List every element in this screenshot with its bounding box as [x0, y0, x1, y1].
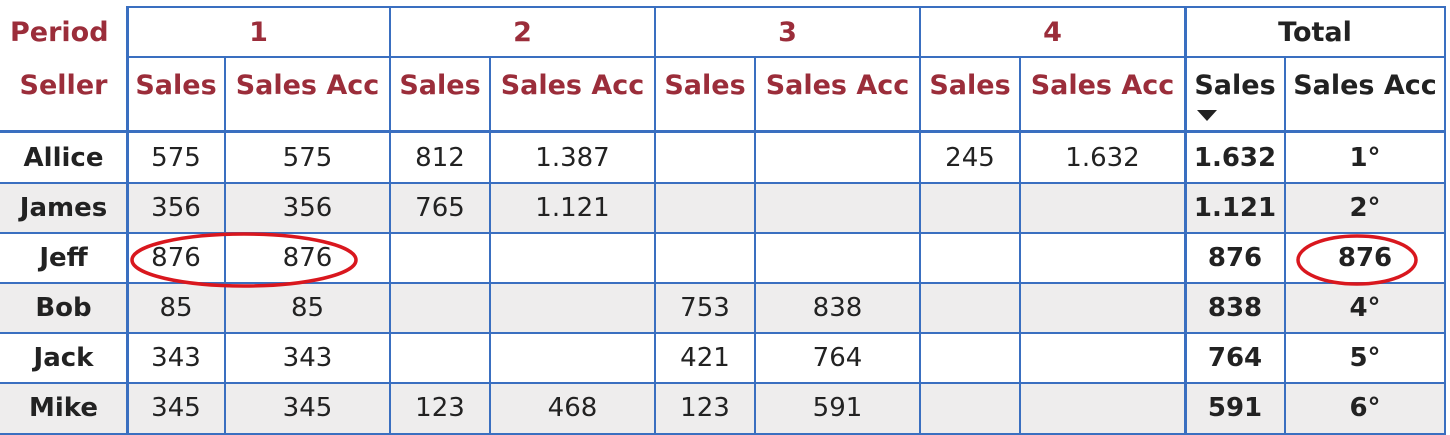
value-cell: 345 — [151, 393, 201, 423]
value-cell: 4° — [1349, 293, 1381, 323]
seller-label: Seller — [19, 69, 108, 101]
grid-line — [0, 232, 1445, 234]
period-header: 1 — [249, 17, 268, 48]
value-cell: 575 — [282, 143, 333, 173]
grid-line — [126, 6, 129, 435]
value-cell: 123 — [680, 393, 730, 423]
value-cell: 468 — [547, 393, 598, 423]
grid-line — [919, 6, 921, 435]
value-cell: 812 — [415, 143, 465, 173]
seller-name: Allice — [23, 143, 104, 173]
measure-header: Sales — [664, 69, 746, 101]
value-cell: 356 — [282, 193, 333, 223]
value-cell: 1.632 — [1193, 143, 1277, 173]
value-cell: 2° — [1349, 193, 1381, 223]
grid-line — [0, 332, 1445, 334]
grid-line — [0, 382, 1445, 384]
value-cell: 1° — [1349, 143, 1381, 173]
grid-line — [127, 56, 1445, 58]
highlight-ellipse — [130, 232, 358, 288]
value-cell: 876 — [282, 243, 333, 273]
grid-line — [127, 6, 1445, 8]
value-cell: 1.121 — [535, 193, 610, 223]
value-cell: 85 — [290, 293, 325, 323]
sort-arrow — [1197, 110, 1217, 121]
grid-line — [389, 6, 391, 435]
period-header: 3 — [778, 17, 797, 48]
row-background — [0, 183, 1445, 233]
grid-line — [1444, 6, 1446, 435]
value-cell: 85 — [159, 293, 193, 323]
measure-header: Sales — [399, 69, 481, 101]
measure-header: Sales — [135, 69, 217, 101]
value-cell: 876 — [151, 243, 201, 273]
seller-name: Jeff — [39, 243, 88, 273]
grid-line — [1284, 57, 1286, 435]
value-cell: 575 — [151, 143, 201, 173]
seller-name: Jack — [33, 343, 94, 373]
measure-header: Sales Acc — [500, 69, 645, 101]
period-label: Period — [10, 17, 109, 48]
grid-line — [489, 57, 491, 435]
value-cell: 876 — [1337, 243, 1393, 273]
measure-header: Sales — [1194, 69, 1276, 101]
value-cell: 876 — [1207, 243, 1263, 273]
value-cell: 356 — [151, 193, 201, 223]
value-cell: 753 — [680, 293, 730, 323]
value-cell: 764 — [1207, 343, 1263, 373]
measure-header: Sales — [929, 69, 1011, 101]
seller-name: Bob — [35, 293, 92, 323]
measure-header: Sales Acc — [235, 69, 380, 101]
period-header: Total — [1278, 17, 1352, 48]
row-background — [0, 383, 1445, 433]
value-cell: 765 — [415, 193, 465, 223]
value-cell: 1.387 — [535, 143, 610, 173]
value-cell: 245 — [945, 143, 995, 173]
grid-line — [224, 57, 226, 435]
value-cell: 1.632 — [1065, 143, 1140, 173]
value-cell: 345 — [282, 393, 333, 423]
value-cell: 343 — [151, 343, 201, 373]
value-cell: 838 — [812, 293, 863, 323]
value-cell: 421 — [680, 343, 730, 373]
measure-header: Sales Acc — [1293, 69, 1437, 101]
grid-line — [0, 182, 1445, 184]
period-header: 4 — [1043, 17, 1062, 48]
measure-header: Sales Acc — [1030, 69, 1175, 101]
value-cell: 838 — [1207, 293, 1263, 323]
period-header: 2 — [513, 17, 532, 48]
measure-header: Sales Acc — [765, 69, 910, 101]
row-background — [0, 283, 1445, 333]
value-cell: 1.121 — [1193, 193, 1277, 223]
grid-line — [1184, 6, 1187, 435]
seller-name: Mike — [28, 393, 98, 423]
highlight-ellipse — [1296, 234, 1418, 286]
seller-name: James — [19, 193, 108, 223]
grid-line — [654, 6, 656, 435]
value-cell: 764 — [812, 343, 863, 373]
grid-line — [0, 130, 1445, 133]
grid-line — [0, 433, 1445, 435]
grid-line — [1019, 57, 1021, 435]
value-cell: 591 — [1207, 393, 1263, 423]
value-cell: 5° — [1349, 343, 1381, 373]
value-cell: 591 — [812, 393, 863, 423]
value-cell: 123 — [415, 393, 465, 423]
value-cell: 6° — [1349, 393, 1381, 423]
grid-line — [0, 282, 1445, 284]
grid-line — [754, 57, 756, 435]
value-cell: 343 — [282, 343, 333, 373]
